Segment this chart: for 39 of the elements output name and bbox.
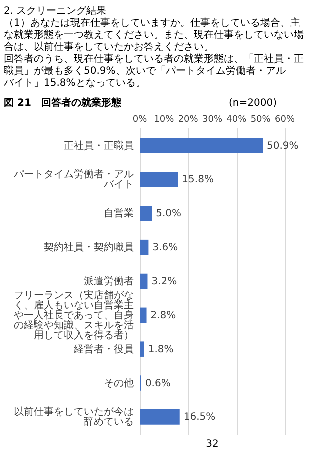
text: 2. スクリーニング結果: [4, 6, 107, 17]
x-tick-label: 10%: [154, 115, 175, 125]
y-tick-label: 経営者・役員: [73, 343, 134, 356]
text: 回答者のうち、現在仕事をしている者の就業形態は、「正社員・正職員」が最も多く50.9%、次いで「パートタイム労働者・アルバイト」15.8%となっている。: [3, 53, 304, 89]
x-tick-label: 0%: [132, 115, 148, 125]
bar: [140, 172, 178, 188]
y-tick-label: その他: [104, 377, 134, 390]
data-label: 2.8%: [150, 310, 176, 322]
bar: [140, 274, 148, 290]
bar: [140, 138, 264, 154]
y-tick-label: 派遣労働者: [84, 276, 134, 288]
text: 32: [206, 439, 219, 450]
bar: [140, 342, 144, 357]
bar: [140, 308, 147, 324]
data-label: 16.5%: [184, 412, 216, 424]
x-tick-label: 60%: [274, 115, 296, 125]
x-tick-label: 30%: [202, 115, 223, 125]
bar: [140, 206, 152, 222]
data-label: 15.8%: [182, 174, 214, 186]
y-tick-label: 正社員・正職員: [64, 140, 134, 152]
data-label: 3.6%: [152, 242, 178, 254]
y-tick-label: 契約社員・契約職員: [44, 242, 134, 254]
data-label: 3.2%: [152, 276, 178, 288]
y-tick-label: フリーランス（実店舗がなく、雇人もいない自営業主や一人社長であって、自身の経験や知識、スキルを活用して収入を得る者）: [14, 289, 134, 342]
data-label: 1.8%: [148, 344, 174, 356]
data-label: 0.6%: [145, 378, 171, 390]
y-tick-label: パートタイム労働者・アルバイト: [13, 168, 134, 191]
text: （1）あなたは現在仕事をしていますか。仕事をしている場合、主な就業形態を一つ教えてください。また、現在仕事をしていない場合は、以前仕事をしていたかお答えください。: [4, 17, 304, 53]
y-tick-label: 自営業: [104, 208, 134, 220]
text: (n=2000): [229, 98, 278, 109]
y-tick-label: 以前仕事をしていたが今は辞めている: [14, 406, 134, 428]
bar: [140, 410, 180, 425]
x-tick-label: 40%: [226, 115, 248, 125]
data-label: 5.0%: [156, 208, 182, 220]
data-label: 50.9%: [267, 140, 299, 152]
x-tick-label: 20%: [178, 115, 199, 125]
x-tick-label: 50%: [250, 115, 272, 125]
bar: [140, 240, 149, 256]
chart-title: 図 21 回答者の就業形態: [4, 97, 122, 109]
